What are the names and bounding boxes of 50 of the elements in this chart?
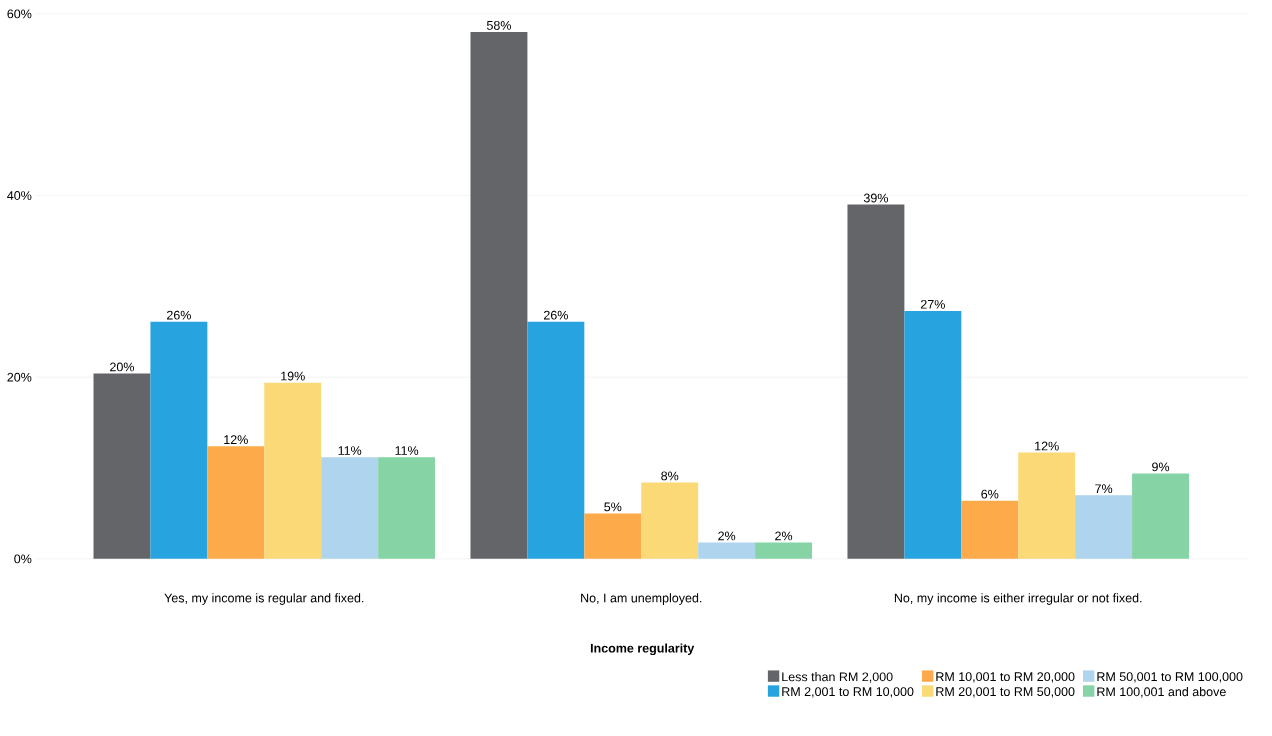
bar xyxy=(207,446,265,559)
bar xyxy=(93,373,151,559)
y-tick-label: 0% xyxy=(14,554,32,564)
y-tick-label: 40% xyxy=(7,191,32,200)
data-label: 2% xyxy=(775,531,793,541)
bar xyxy=(527,321,585,559)
data-label: 11% xyxy=(338,446,362,455)
bar xyxy=(1075,495,1133,559)
bar xyxy=(904,310,962,559)
bar xyxy=(1018,452,1076,559)
bar xyxy=(641,482,699,559)
y-tick-label: 20% xyxy=(7,372,32,382)
bar xyxy=(961,500,1019,559)
data-label: 5% xyxy=(604,502,622,512)
legend-label: Less than RM 2,000 xyxy=(782,672,893,683)
data-label: 26% xyxy=(167,310,191,320)
bar xyxy=(150,321,208,559)
data-label: 11% xyxy=(395,446,419,455)
bar xyxy=(847,204,905,559)
legend-label: RM 50,001 to RM 100,000 xyxy=(1097,672,1243,683)
data-label: 12% xyxy=(224,435,248,445)
bar xyxy=(584,513,642,559)
data-label: 19% xyxy=(281,371,305,381)
x-tick-label: Yes, my income is regular and fixed. xyxy=(164,593,364,605)
bar xyxy=(321,457,379,559)
data-label: 58% xyxy=(486,21,511,30)
data-label: 6% xyxy=(981,489,999,499)
bar xyxy=(378,457,436,559)
data-label: 26% xyxy=(543,310,568,320)
x-axis-title: Income regularity xyxy=(590,643,695,656)
x-tick-label: No, I am unemployed. xyxy=(581,593,702,605)
data-label: 12% xyxy=(1035,441,1059,451)
bar xyxy=(755,542,813,559)
data-label: 39% xyxy=(863,193,888,203)
legend-label: RM 2,001 to RM 10,000 xyxy=(782,687,914,698)
data-label: 8% xyxy=(661,471,679,481)
data-label: 27% xyxy=(920,299,945,309)
bar xyxy=(698,542,756,559)
legend-label: RM 100,001 and above xyxy=(1097,686,1226,698)
bar xyxy=(264,382,322,559)
y-tick-label: 60% xyxy=(7,9,32,19)
data-label: 9% xyxy=(1152,462,1170,472)
bar xyxy=(470,32,528,559)
bar xyxy=(1132,473,1190,559)
legend-label: RM 20,001 to RM 50,000 xyxy=(936,687,1075,698)
x-tick-label: No, my income is either irregular or not fixed. xyxy=(894,593,1142,605)
data-label: 7% xyxy=(1095,484,1113,494)
data-label: 20% xyxy=(110,362,135,372)
data-label: 2% xyxy=(718,531,736,541)
legend-label: RM 10,001 to RM 20,000 xyxy=(936,672,1075,683)
